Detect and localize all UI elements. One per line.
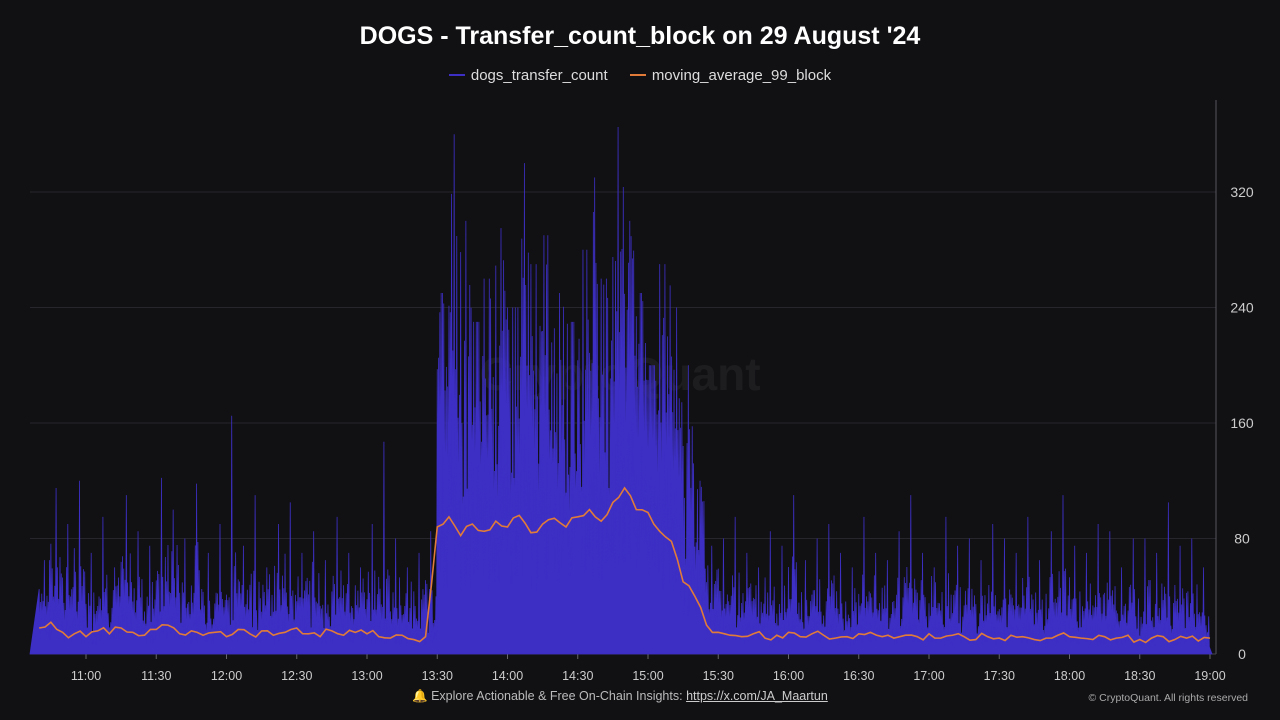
footer-text: Explore Actionable & Free On-Chain Insig…: [431, 689, 687, 703]
x-tick-label: 12:30: [281, 669, 312, 683]
x-tick-label: 17:30: [984, 669, 1015, 683]
x-tick-label: 14:00: [492, 669, 523, 683]
bell-icon: 🔔: [412, 689, 428, 703]
copyright: © CryptoQuant. All rights reserved: [1088, 692, 1248, 704]
x-tick-label: 14:30: [562, 669, 593, 683]
legend-label: moving_average_99_block: [651, 66, 832, 84]
chart-title: DOGS - Transfer_count_block on 29 August…: [359, 22, 921, 50]
footer-link[interactable]: https://x.com/JA_Maartun: [686, 689, 828, 703]
y-tick-label: 320: [1230, 184, 1254, 200]
y-tick-label: 80: [1234, 531, 1250, 547]
y-tick-label: 240: [1230, 300, 1254, 316]
x-tick-label: 17:00: [913, 669, 944, 683]
x-tick-label: 15:00: [632, 669, 663, 683]
series-moving-average: [39, 486, 1211, 644]
series-transfer-count: [29, 127, 1213, 655]
legend: dogs_transfer_count moving_average_99_bl…: [0, 63, 1280, 84]
legend-swatch: [629, 74, 646, 76]
x-tick-label: 16:00: [773, 669, 804, 683]
x-tick-label: 11:00: [71, 669, 101, 683]
x-tick-label: 11:30: [141, 669, 171, 683]
x-tick-label: 13:30: [422, 669, 453, 683]
footer: 🔔 Explore Actionable & Free On-Chain Ins…: [412, 689, 828, 704]
legend-item-moving-average[interactable]: moving_average_99_block: [629, 66, 832, 84]
x-tick-label: 13:00: [351, 669, 382, 683]
x-tick-label: 19:00: [1194, 669, 1225, 683]
x-tick-label: 18:30: [1124, 669, 1155, 683]
legend-swatch: [448, 74, 465, 76]
y-tick-label: 160: [1230, 415, 1254, 431]
x-tick-label: 16:30: [843, 669, 874, 683]
x-tick-label: 12:00: [211, 669, 242, 683]
y-tick-label: 0: [1238, 646, 1246, 662]
legend-item-transfer-count[interactable]: dogs_transfer_count: [448, 66, 608, 84]
legend-label: dogs_transfer_count: [470, 66, 608, 84]
x-tick-label: 15:30: [703, 669, 734, 683]
x-tick-label: 18:00: [1054, 669, 1085, 683]
